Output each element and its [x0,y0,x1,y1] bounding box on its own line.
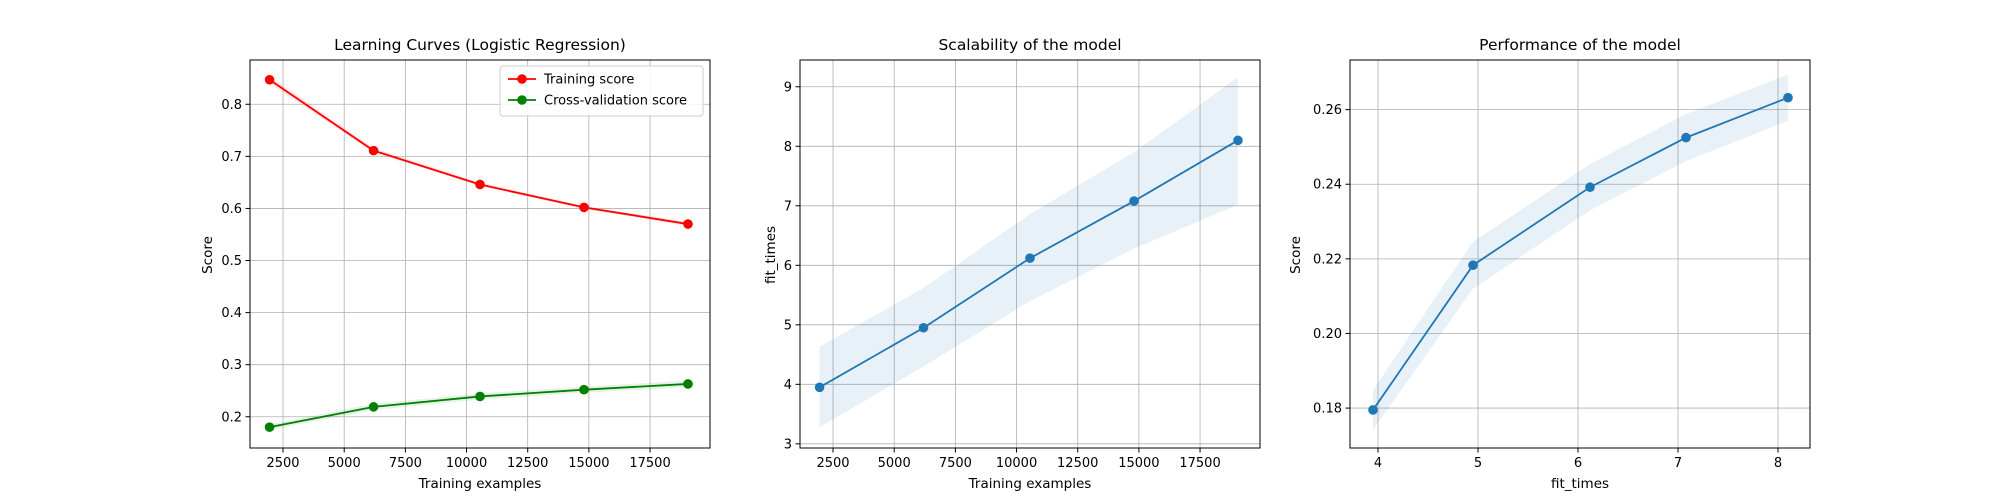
legend: Training score Cross-validation score [499,65,704,117]
x-tick-label: 8 [1774,456,1782,471]
y-tick-label: 0.7 [221,150,242,165]
axes-frame [249,59,711,449]
x-tick-label: 2500 [816,456,849,471]
data-point [1025,253,1035,263]
x-tick-label: 4 [1374,456,1382,471]
y-tick-label: 0.22 [1313,252,1342,267]
chart-title: Learning Curves (Logistic Regression) [334,36,626,54]
legend-marker [517,95,527,105]
data-point [264,74,275,85]
legend-label: Cross-validation score [544,94,687,109]
data-point [1233,135,1243,146]
x-axis-label: Training examples [418,476,542,492]
y-tick-label: 0.26 [1313,103,1342,118]
y-tick-label: 5 [784,318,792,333]
data-point [918,322,929,333]
plot-area: 4 5 6 7 8 0.18 0.20 0.22 0.24 0.26 [1313,59,1811,471]
data-point [683,379,693,389]
plot-area: 2500 5000 7500 10000 12500 15000 17500 0.2 0.3 0.… [221,59,711,471]
x-tick-label: 10000 [996,456,1037,471]
data-point [579,202,589,213]
chart-title: Performance of the model [1479,36,1681,54]
data-point [1368,405,1378,415]
y-tick-label: 0.18 [1313,402,1342,417]
x-tick-label: 7500 [389,456,422,471]
plot-area: 2500 5000 7500 10000 12500 15000 17500 3 4 5 6 7 8 9 [784,59,1261,471]
x-tick-label: 12500 [507,456,548,471]
x-tick-label: 5000 [328,456,361,471]
data-point [368,402,379,412]
chart-title: Scalability of the model [938,36,1121,54]
y-tick-label: 0.20 [1313,327,1342,342]
x-axis-label: Training examples [968,476,1092,492]
learning-curve-panel: 2500 5000 7500 10000 12500 15000 17500 0.2 0.3 0.… [200,36,711,492]
axes-frame [799,59,1261,449]
data-point [1783,92,1793,103]
data-point [1468,260,1478,270]
data-point [1129,196,1139,206]
y-tick-label: 0.24 [1313,178,1342,193]
x-axis-label: fit_times [1551,476,1609,492]
axes-frame [1349,59,1811,449]
x-tick-label: 5000 [878,456,911,471]
data-point [475,179,485,190]
y-axis-label: Score [200,236,216,274]
legend-label: Training score [543,73,634,88]
x-tick-label: 15000 [568,456,609,471]
legend-box [499,65,704,117]
x-tick-label: 7 [1674,456,1682,471]
x-tick-label: 7500 [939,456,972,471]
x-tick-label: 17500 [1179,456,1220,471]
x-tick-label: 12500 [1057,456,1098,471]
scalability-panel: 2500 5000 7500 10000 12500 15000 175003456789 … [763,36,1261,492]
data-point [264,422,275,432]
x-tick-label: 6 [1574,456,1582,471]
y-tick-label: 0.2 [221,410,242,425]
y-axis-label: fit_times [763,226,779,284]
y-tick-label: 0.4 [221,306,242,321]
x-tick-label: 5 [1474,456,1482,471]
y-tick-label: 3 [784,437,792,452]
y-axis-label: Score [1288,236,1304,274]
data-point [814,382,825,393]
performance-panel: 4 5 6 7 8 0.18 0.20 0.22 0.24 0.26 Performance of… [1288,36,1811,492]
x-tick-label: 15000 [1118,456,1159,471]
y-tick-label: 0.5 [221,254,242,269]
legend-marker [517,74,527,84]
confidence-band [819,77,1238,428]
y-tick-label: 0.8 [221,98,242,113]
y-tick-label: 9 [784,80,792,95]
data-point [579,384,589,395]
y-tick-label: 6 [784,259,792,274]
data-point [683,219,693,229]
x-tick-label: 17500 [629,456,670,471]
data-point [368,145,379,156]
y-tick-label: 4 [784,378,792,393]
y-tick-label: 8 [784,140,792,155]
y-tick-label: 7 [784,199,792,214]
y-tick-label: 0.6 [221,202,242,217]
confidence-band [1373,74,1788,430]
y-tick-label: 0.3 [221,358,242,373]
data-point [475,391,485,402]
data-point [1585,182,1595,193]
x-tick-label: 2500 [266,456,299,471]
data-point [1681,132,1691,143]
x-tick-label: 10000 [446,456,487,471]
